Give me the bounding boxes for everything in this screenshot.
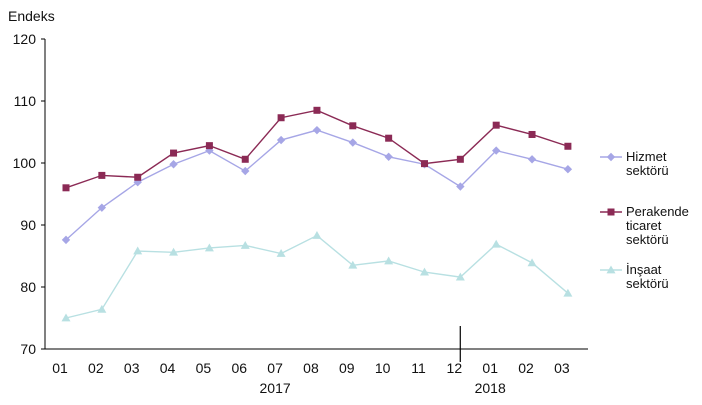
data-point-diamond xyxy=(527,155,537,164)
data-point-triangle xyxy=(204,243,214,252)
y-tick-label: 120 xyxy=(13,31,37,47)
data-point-triangle xyxy=(527,258,537,267)
data-point-triangle xyxy=(455,272,465,281)
y-tick-label: 70 xyxy=(20,341,36,357)
x-tick-label: 11 xyxy=(411,360,426,376)
x-tick-label: 07 xyxy=(267,360,283,376)
legend-label: ticaret xyxy=(626,218,662,233)
series-line xyxy=(65,234,569,319)
data-point-diamond xyxy=(312,125,322,135)
data-point-triangle xyxy=(97,304,107,313)
x-tick-label: 03 xyxy=(124,360,140,376)
data-point-square xyxy=(456,155,464,163)
data-point-diamond xyxy=(384,152,393,161)
series-line xyxy=(65,129,569,241)
y-axis-title: Endeks xyxy=(8,8,55,24)
data-point-square xyxy=(528,130,536,138)
data-point-triangle xyxy=(133,246,143,255)
axes-layer: Endeks 70 80 90 100 110 120 01 02 03 04 05 06 07 08 09 1… xyxy=(8,8,588,396)
data-point-square xyxy=(62,184,70,192)
data-point-diamond xyxy=(276,135,286,145)
y-tick-label: 110 xyxy=(14,93,37,109)
x-tick-label: 10 xyxy=(375,360,391,376)
data-point-triangle xyxy=(348,260,358,269)
data-point-square xyxy=(421,160,428,168)
data-point-square xyxy=(170,149,178,157)
data-point-diamond xyxy=(563,165,573,174)
data-point-square xyxy=(313,106,321,114)
data-point-square xyxy=(385,134,393,142)
series-1 xyxy=(62,106,572,192)
data-point-diamond xyxy=(456,182,465,191)
legend-label: sektörü xyxy=(626,232,669,247)
data-point-diamond xyxy=(97,203,107,212)
series-line xyxy=(65,109,569,189)
data-point-triangle xyxy=(169,247,179,256)
x-tick-label: 08 xyxy=(303,360,319,376)
series-layer xyxy=(61,106,573,322)
x-tick-label: 02 xyxy=(88,360,104,376)
data-point-diamond xyxy=(492,146,501,155)
data-point-triangle xyxy=(384,256,394,265)
data-point-square xyxy=(205,142,213,150)
x-tick-label: 01 xyxy=(482,360,498,376)
legend-label: sektörü xyxy=(626,163,669,178)
y-tick-label: 80 xyxy=(20,279,36,295)
data-point-diamond xyxy=(61,235,71,245)
data-point-triangle xyxy=(420,267,429,276)
x-tick-label: 02 xyxy=(518,360,534,376)
x-tick-label: 12 xyxy=(447,360,463,376)
data-point-diamond xyxy=(241,166,250,176)
x-tick-label: 01 xyxy=(52,360,68,376)
legend-marker xyxy=(606,152,616,162)
data-point-triangle xyxy=(563,288,573,297)
series-2 xyxy=(61,231,573,322)
x-tick-label: 05 xyxy=(196,360,212,376)
data-point-square xyxy=(492,121,500,129)
x-tick-label: 09 xyxy=(339,360,355,376)
legend-marker xyxy=(606,265,616,274)
x-tick-label: 06 xyxy=(231,360,247,376)
x-tick-label: 04 xyxy=(160,360,176,376)
data-point-triangle xyxy=(491,239,501,248)
legend-label: İnşaat xyxy=(626,262,662,277)
legend-marker xyxy=(607,208,615,216)
data-point-diamond xyxy=(348,138,357,147)
year-label: 2017 xyxy=(260,380,291,396)
data-point-triangle xyxy=(240,240,250,249)
data-point-square xyxy=(241,155,249,163)
data-point-triangle xyxy=(312,231,322,239)
data-point-diamond xyxy=(169,160,178,169)
y-tick-label: 100 xyxy=(13,155,37,171)
data-point-square xyxy=(134,173,142,181)
data-point-triangle xyxy=(61,313,71,322)
data-point-square xyxy=(277,114,285,122)
x-tick-label: 03 xyxy=(554,360,570,376)
data-point-square xyxy=(564,142,572,150)
legend-label: sektörü xyxy=(626,276,669,291)
data-point-triangle xyxy=(276,249,286,257)
year-label: 2018 xyxy=(475,380,506,396)
series-0 xyxy=(61,125,573,245)
data-point-square xyxy=(349,122,357,130)
data-point-square xyxy=(98,171,106,179)
y-tick-label: 90 xyxy=(20,217,36,233)
legend-label: Hizmet xyxy=(626,149,667,164)
legend-label: Perakende xyxy=(626,204,689,219)
legend-layer: HizmetsektörüPerakendeticaretsektörüİnşa… xyxy=(600,149,689,291)
